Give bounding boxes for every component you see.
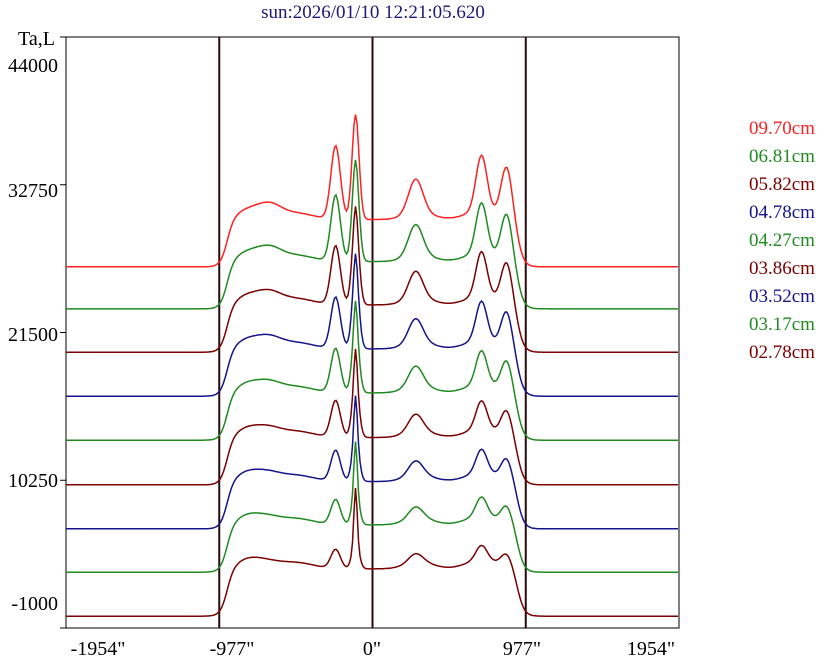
legend-item: 04.78cm	[749, 202, 815, 223]
y-tick-label: 44000	[8, 55, 58, 77]
legend-item: 03.17cm	[749, 314, 815, 335]
y-tick-label: 32750	[8, 180, 58, 202]
series-line	[66, 253, 678, 397]
y-axis-label: Ta,L	[18, 28, 55, 50]
series-line	[66, 395, 678, 530]
series-line	[66, 159, 678, 310]
series-line	[66, 300, 678, 441]
chart-title: sun:2026/01/10 12:21:05.620	[261, 2, 485, 23]
x-tick-label: -977"	[209, 638, 255, 660]
x-tick-label: 0"	[362, 638, 382, 660]
x-tick-label: 1954"	[626, 638, 676, 660]
series-line	[66, 206, 678, 353]
y-tick-label: 10250	[8, 470, 58, 492]
x-tick-label: -1954"	[70, 638, 126, 660]
legend-item: 04.27cm	[749, 230, 815, 251]
legend-item: 03.86cm	[749, 258, 815, 279]
legend-item: 06.81cm	[749, 146, 815, 167]
series-line	[66, 114, 678, 268]
legend-item: 02.78cm	[749, 342, 815, 363]
legend-item: 09.70cm	[749, 118, 815, 139]
x-tick-label: 977"	[502, 638, 542, 660]
series-line	[66, 488, 678, 617]
series-line	[66, 348, 678, 486]
series-line	[66, 441, 678, 573]
legend-item: 03.52cm	[749, 286, 815, 307]
y-tick-label: -1000	[11, 593, 58, 615]
y-tick-label: 21500	[8, 324, 58, 346]
legend-item: 05.82cm	[749, 174, 815, 195]
